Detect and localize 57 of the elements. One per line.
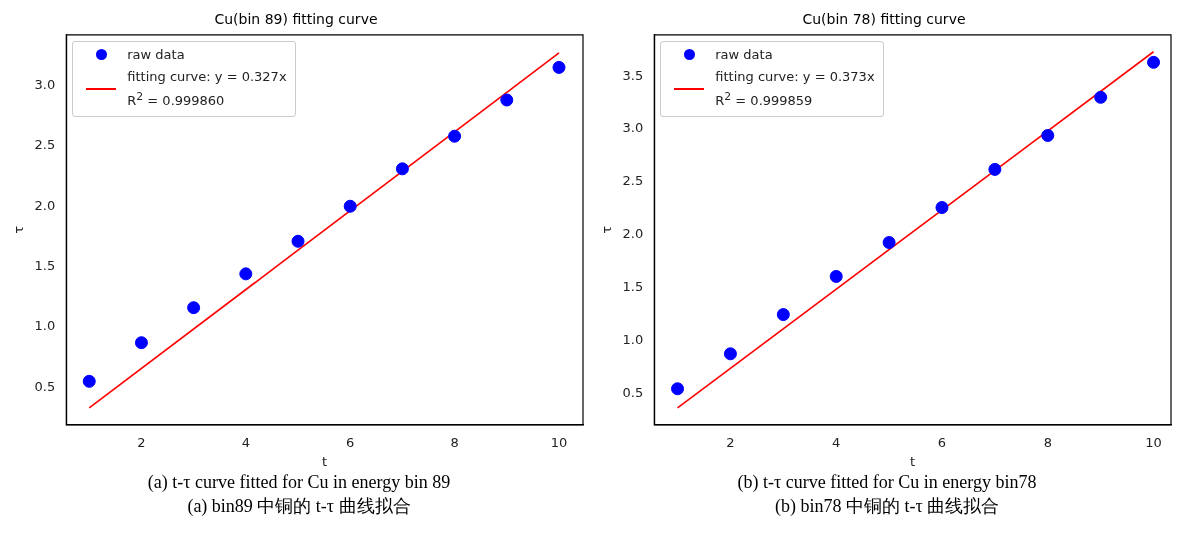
point bbox=[343, 199, 357, 213]
y-tick-label: 2.5 bbox=[34, 137, 56, 153]
x-tick-label: 6 bbox=[937, 434, 947, 450]
point bbox=[776, 308, 790, 322]
legend-label: fitting curve: y = 0.373x R$^{2}$ = 0.999859 bbox=[715, 67, 875, 111]
point bbox=[239, 267, 253, 281]
y-tick-label: 0.5 bbox=[622, 385, 644, 401]
point bbox=[882, 236, 896, 250]
x-axis-title: t bbox=[910, 453, 916, 469]
y-tick-label: 3.5 bbox=[622, 67, 644, 83]
y-axis-title: τ bbox=[599, 225, 615, 234]
y-tick-label: 2.0 bbox=[34, 197, 56, 213]
x-tick-label: 8 bbox=[450, 434, 459, 450]
point bbox=[552, 60, 566, 74]
point bbox=[671, 382, 685, 396]
point bbox=[82, 374, 96, 388]
point bbox=[187, 301, 201, 315]
point bbox=[395, 162, 409, 176]
x-tick-label: 2 bbox=[726, 434, 735, 450]
point bbox=[829, 269, 843, 283]
y-tick-label: 1.5 bbox=[34, 258, 56, 273]
x-tick-label: 4 bbox=[832, 434, 841, 450]
legend-label: fitting curve: y = 0.327x R$^{2}$ = 0.999860 bbox=[127, 67, 287, 111]
text: (a) t-τ curve fitted for Cu in energy bin 89 bbox=[146, 471, 452, 494]
x-tick-label: 10 bbox=[1145, 434, 1162, 450]
x-tick-label: 8 bbox=[1043, 434, 1052, 450]
chart-title: Cu(bin 78) fitting curve bbox=[802, 11, 966, 28]
y-tick-label: 3.0 bbox=[622, 120, 644, 136]
x-tick-label: 10 bbox=[550, 434, 568, 450]
y-tick-label: 1.0 bbox=[34, 318, 56, 334]
chart-title: Cu(bin 89) fitting curve bbox=[214, 11, 378, 28]
y-tick-label: 2.5 bbox=[622, 173, 644, 189]
point bbox=[935, 201, 949, 215]
x-tick-label: 4 bbox=[241, 434, 250, 450]
x-axis-title: t bbox=[322, 453, 328, 469]
point bbox=[1147, 55, 1161, 69]
point bbox=[1094, 90, 1108, 104]
x-tick-label: 6 bbox=[346, 434, 355, 450]
legend-label: raw data bbox=[715, 45, 773, 64]
point bbox=[500, 93, 514, 107]
y-tick-label: 3.0 bbox=[34, 76, 56, 92]
y-tick-label: 1.5 bbox=[622, 279, 644, 295]
y-axis-title: τ bbox=[11, 225, 27, 234]
x-tick-label: 2 bbox=[137, 434, 146, 450]
point bbox=[723, 347, 737, 361]
y-tick-label: 0.5 bbox=[34, 378, 56, 394]
point bbox=[134, 336, 148, 350]
point bbox=[1041, 128, 1055, 142]
text: (b) t-τ curve fitted for Cu in energy bin78 bbox=[736, 471, 1038, 494]
text: (a) bin89 中铜的 t-τ 曲线拟合 bbox=[186, 495, 412, 518]
point bbox=[291, 234, 305, 248]
point bbox=[988, 162, 1002, 176]
text: (b) bin78 中铜的 t-τ 曲线拟合 bbox=[773, 495, 1001, 518]
legend-label: raw data bbox=[127, 45, 185, 64]
point bbox=[448, 129, 462, 143]
y-tick-label: 2.0 bbox=[622, 226, 644, 242]
y-tick-label: 1.0 bbox=[622, 332, 644, 348]
